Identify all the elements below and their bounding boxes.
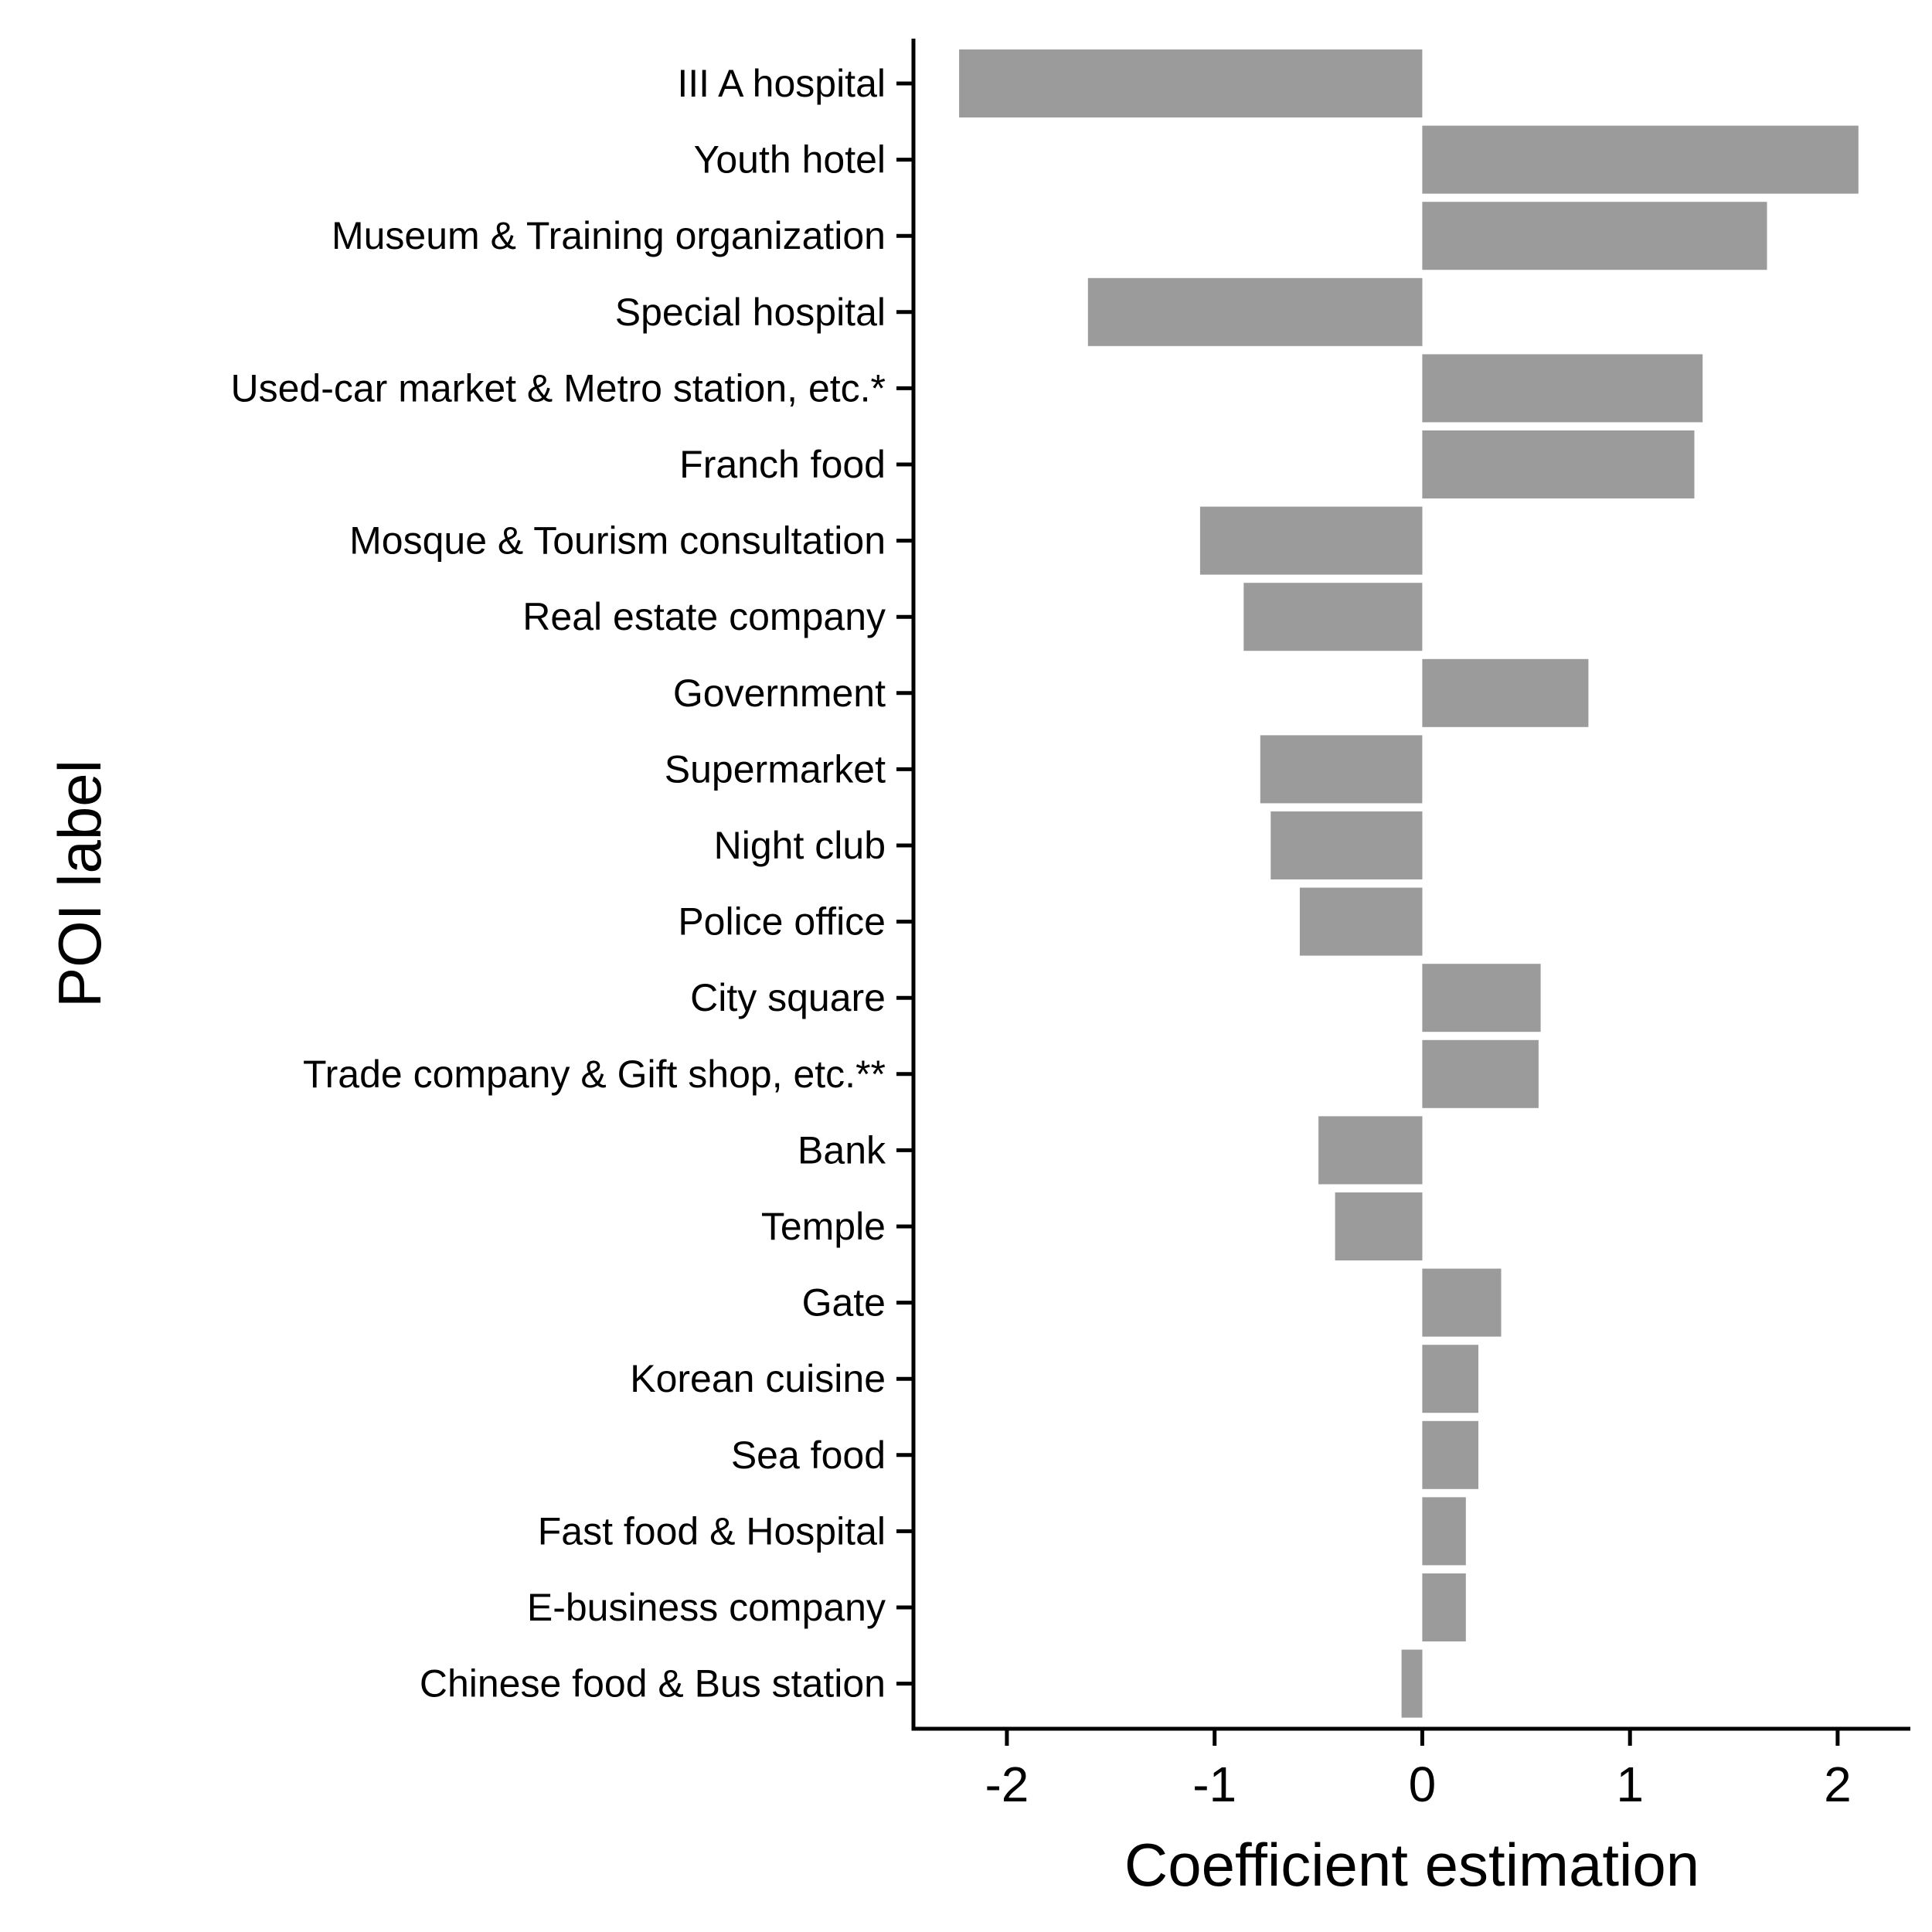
- bar-0: [959, 49, 1423, 117]
- y-tick-label-14: Bank: [798, 1128, 886, 1172]
- bar-6: [1199, 506, 1423, 575]
- bar-8: [1422, 658, 1589, 727]
- y-tick-label-17: Korean cuisine: [630, 1357, 886, 1400]
- x-tick-label-0: -2: [985, 1757, 1029, 1812]
- bar-21: [1401, 1649, 1423, 1718]
- bar-5: [1422, 430, 1695, 498]
- y-tick-label-11: Police office: [678, 900, 886, 944]
- y-tick-label-21: Chinese food & Bus station: [420, 1662, 886, 1706]
- x-tick-label-4: 2: [1824, 1757, 1852, 1812]
- bar-9: [1260, 735, 1423, 804]
- y-tick-label-20: E-business company: [527, 1586, 886, 1629]
- bar-18: [1422, 1420, 1478, 1489]
- bar-16: [1422, 1268, 1502, 1337]
- x-ticks: -2 -1 0 1 2: [985, 1729, 1852, 1812]
- y-tick-label-18: Sea food: [731, 1434, 886, 1477]
- y-tick-label-5: Franch food: [679, 443, 886, 486]
- bar-15: [1335, 1192, 1423, 1260]
- y-axis-title: POI label: [46, 760, 114, 1008]
- bar-1: [1422, 125, 1859, 194]
- bar-19: [1422, 1497, 1466, 1566]
- bar-7: [1243, 583, 1423, 651]
- y-tick-label-1: Youth hotel: [694, 138, 886, 182]
- bar-10: [1270, 811, 1423, 879]
- bar-4: [1422, 354, 1703, 423]
- y-tick-label-8: Government: [673, 672, 886, 715]
- y-tick-label-3: Special hospital: [615, 291, 886, 334]
- x-tick-label-2: 0: [1409, 1757, 1437, 1812]
- y-ticks: [896, 81, 913, 1686]
- y-tick-label-15: Temple: [761, 1205, 886, 1248]
- x-tick-label-1: -1: [1192, 1757, 1236, 1812]
- bar-3: [1087, 277, 1423, 346]
- y-tick-label-0: III A hospital: [677, 62, 886, 105]
- y-tick-label-16: Gate: [802, 1281, 886, 1325]
- y-tick-label-2: Museum & Training organization: [332, 214, 886, 257]
- y-tick-label-6: Mosque & Tourism consultation: [349, 519, 886, 563]
- bar-17: [1422, 1345, 1478, 1413]
- x-axis-title: Coefficient estimation: [1124, 1831, 1699, 1899]
- bar-13: [1422, 1039, 1539, 1108]
- bar-14: [1318, 1116, 1423, 1185]
- x-tick-label-3: 1: [1616, 1757, 1644, 1812]
- y-tick-labels: III A hospital Youth hotel Museum & Traini…: [230, 62, 886, 1706]
- bar-12: [1422, 964, 1541, 1032]
- bar-11: [1299, 887, 1423, 956]
- bar-20: [1422, 1573, 1466, 1641]
- y-tick-label-10: Night club: [714, 824, 886, 867]
- y-tick-label-12: City square: [690, 976, 886, 1019]
- y-tick-label-7: Real estate company: [522, 595, 886, 638]
- bar-2: [1422, 202, 1767, 270]
- y-tick-label-9: Supermarket: [665, 747, 886, 791]
- y-tick-label-13: Trade company & Gift shop, etc.**: [303, 1053, 886, 1096]
- y-tick-label-4: Used-car market & Metro station, etc.*: [230, 366, 886, 410]
- bars-group: [959, 49, 1859, 1718]
- y-tick-label-19: Fast food & Hospital: [538, 1509, 886, 1553]
